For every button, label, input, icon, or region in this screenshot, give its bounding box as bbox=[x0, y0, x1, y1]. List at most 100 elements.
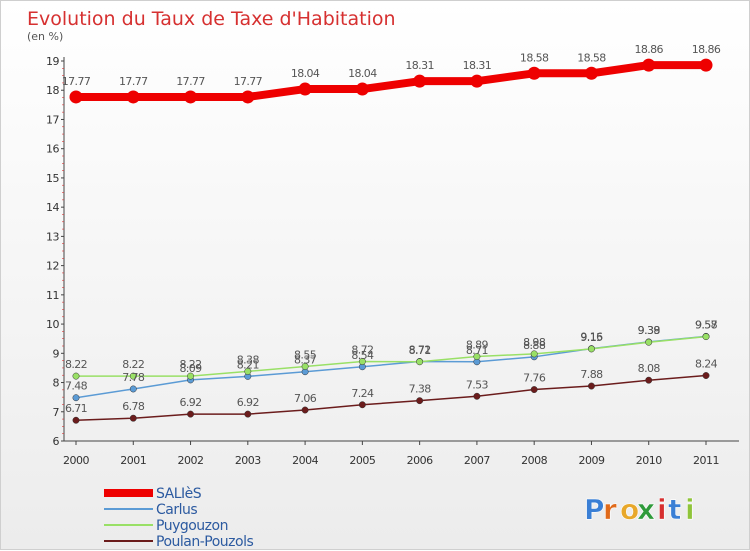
data-labels: 6.71 6.78 6.92 6.92 7.06 7.24 7.38 7.53 7.76 7.88… bbox=[62, 43, 722, 415]
y-tick-label: 15 bbox=[46, 172, 59, 185]
data-label: 17.77 bbox=[176, 75, 205, 88]
y-tick-label: 14 bbox=[46, 201, 59, 214]
data-point bbox=[416, 397, 424, 405]
data-label: 8.54 bbox=[351, 349, 374, 362]
data-label: 9.58 bbox=[695, 318, 718, 331]
data-label: 9.16 bbox=[580, 331, 603, 344]
y-tick-label: 11 bbox=[46, 289, 59, 302]
x-tick-label: 2011 bbox=[693, 454, 719, 467]
data-label: 17.77 bbox=[234, 75, 263, 88]
y-tick-label: 6 bbox=[53, 435, 60, 448]
x-tick-label: 2000 bbox=[63, 454, 89, 467]
brand-letter: P bbox=[584, 493, 605, 526]
data-point bbox=[129, 372, 137, 380]
data-label: 6.92 bbox=[179, 396, 201, 409]
series-line-carlus bbox=[75, 335, 707, 399]
data-label: 7.48 bbox=[65, 380, 88, 393]
y-tick-label: 12 bbox=[46, 260, 59, 273]
data-point bbox=[702, 372, 710, 379]
data-point bbox=[69, 90, 83, 104]
data-label: 9.38 bbox=[638, 324, 661, 337]
chart-title: Evolution du Taux de Taxe d'Habitation bbox=[27, 8, 396, 30]
data-label: 18.04 bbox=[291, 67, 320, 80]
data-label: 8.38 bbox=[237, 353, 260, 366]
legend-label: Carlus bbox=[156, 502, 197, 518]
data-label: 18.86 bbox=[634, 43, 663, 56]
data-point bbox=[72, 416, 80, 424]
y-tick-label: 16 bbox=[46, 143, 59, 156]
data-label: 6.92 bbox=[237, 396, 259, 409]
data-label: 17.77 bbox=[62, 75, 91, 88]
data-label: 8.88 bbox=[523, 339, 546, 352]
data-point bbox=[470, 74, 484, 88]
data-label: 7.53 bbox=[466, 378, 489, 391]
x-tick-label: 2009 bbox=[578, 454, 604, 467]
chart-subtitle: (en %) bbox=[27, 30, 63, 43]
data-point bbox=[588, 345, 595, 353]
data-label: 8.71 bbox=[409, 344, 431, 357]
data-point bbox=[530, 386, 538, 394]
data-label: 8.72 bbox=[409, 343, 431, 356]
data-label: 7.06 bbox=[294, 392, 317, 405]
data-point bbox=[126, 90, 140, 104]
data-label: 8.71 bbox=[466, 344, 488, 357]
data-label: 18.31 bbox=[405, 59, 434, 72]
data-point bbox=[699, 58, 713, 72]
data-label: 8.08 bbox=[638, 362, 661, 375]
x-tick-label: 2007 bbox=[464, 454, 490, 467]
data-point bbox=[241, 90, 255, 104]
brand-letter: x bbox=[637, 493, 655, 526]
data-label: 18.31 bbox=[463, 59, 492, 72]
data-point bbox=[187, 410, 194, 418]
data-point bbox=[642, 58, 656, 72]
data-label: 9.39 bbox=[638, 324, 661, 337]
brand-letter: o bbox=[620, 493, 639, 526]
data-label: 6.78 bbox=[122, 400, 145, 413]
y-tick-label: 10 bbox=[46, 318, 59, 331]
y-tick-label: 8 bbox=[53, 377, 60, 390]
x-tick-label: 2004 bbox=[292, 454, 318, 467]
data-point bbox=[244, 367, 252, 375]
series-layer bbox=[69, 58, 713, 424]
y-tick-label: 13 bbox=[46, 230, 59, 243]
data-point bbox=[187, 372, 194, 380]
data-label: 7.88 bbox=[580, 368, 603, 381]
series-line-puygouzon bbox=[75, 335, 707, 377]
data-label: 8.98 bbox=[523, 336, 546, 349]
data-label: 7.78 bbox=[122, 371, 145, 384]
data-label: 18.04 bbox=[348, 67, 377, 80]
data-point bbox=[413, 74, 427, 88]
data-label: 8.72 bbox=[351, 343, 373, 356]
proxiti-logo: Pr ox i t i bbox=[584, 493, 695, 527]
y-tick-label: 19 bbox=[46, 55, 59, 68]
data-label: 9.57 bbox=[695, 319, 718, 332]
axes: 6 7 8 9 10 11 12 13 14 15 16 17 18 19 2000 2001 2002 2003… bbox=[46, 55, 739, 467]
x-tick-label: 2010 bbox=[636, 454, 662, 467]
data-point bbox=[473, 392, 481, 400]
brand-letter: r bbox=[603, 493, 617, 526]
data-label: 8.89 bbox=[466, 339, 489, 352]
data-point bbox=[588, 382, 595, 390]
data-label: 8.37 bbox=[294, 354, 317, 367]
legend-label: Poulan-Pouzols bbox=[156, 534, 253, 550]
data-label: 8.22 bbox=[122, 358, 144, 371]
data-label: 8.22 bbox=[65, 358, 87, 371]
x-tick-label: 2005 bbox=[349, 454, 375, 467]
data-label: 8.09 bbox=[179, 362, 202, 375]
data-point bbox=[129, 385, 137, 393]
data-label: 17.77 bbox=[119, 75, 148, 88]
data-point bbox=[584, 66, 598, 80]
data-label: 7.76 bbox=[523, 372, 546, 385]
data-label: 18.86 bbox=[692, 43, 721, 56]
data-point bbox=[358, 401, 366, 409]
data-point bbox=[527, 66, 541, 80]
data-label: 9.15 bbox=[580, 331, 603, 344]
y-tick-label: 9 bbox=[53, 347, 60, 360]
data-label: 18.58 bbox=[520, 51, 549, 64]
data-point bbox=[416, 358, 424, 366]
data-label: 7.38 bbox=[409, 383, 432, 396]
data-point bbox=[645, 338, 653, 346]
